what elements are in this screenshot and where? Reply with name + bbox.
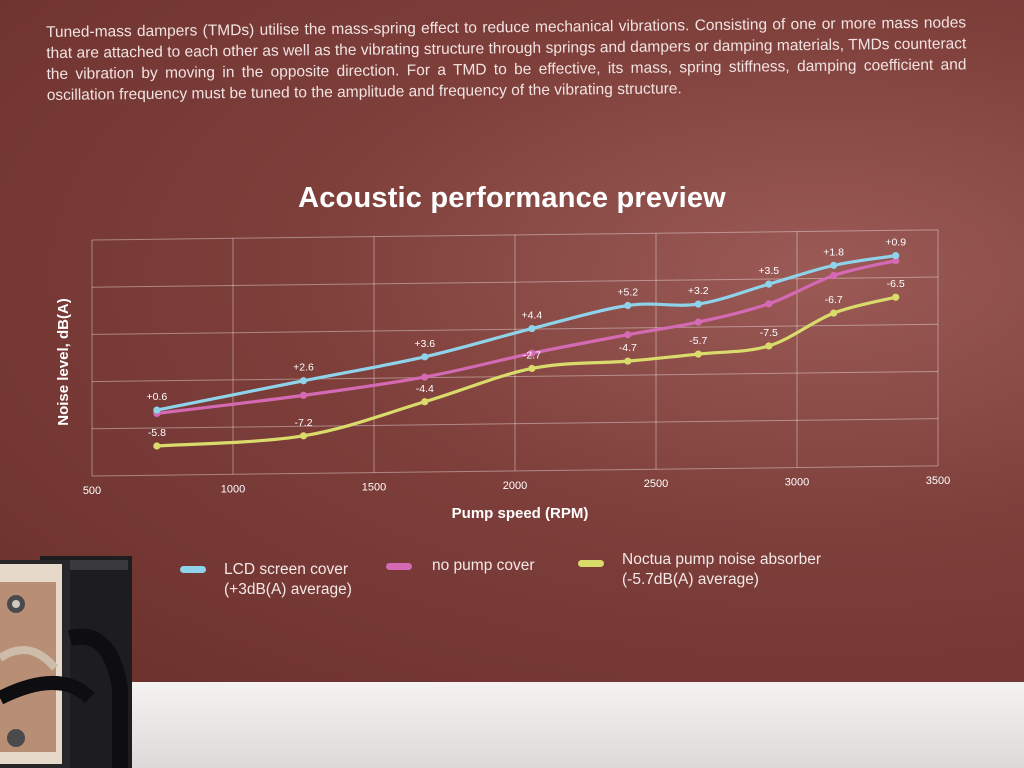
chart-x-ticks: 500 1000 1500 2000 2500 3000 3500	[83, 475, 950, 497]
x-tick-label: 1500	[362, 482, 386, 494]
data-label-absorber: -6.7	[825, 294, 843, 306]
data-point-lcd	[694, 300, 702, 308]
data-point-lcd	[153, 406, 161, 414]
data-point-no-cover	[694, 318, 702, 326]
x-axis-label: Pump speed (RPM)	[452, 505, 589, 522]
x-tick-label: 1000	[221, 483, 245, 495]
data-point-lcd	[528, 324, 536, 333]
grid-line-horizontal	[91, 229, 939, 241]
data-point-absorber	[624, 357, 632, 365]
data-point-absorber	[892, 293, 900, 301]
chart-grid	[91, 229, 939, 477]
data-label-absorber: -4.7	[619, 342, 637, 354]
data-point-no-cover	[624, 331, 632, 339]
x-tick-label: 3000	[785, 477, 809, 489]
data-point-no-cover	[892, 257, 900, 265]
legend-label-absorber: Noctua pump noise absorber	[622, 551, 822, 568]
data-label-lcd: +5.2	[617, 286, 638, 298]
data-label-absorber: -7.2	[294, 417, 312, 429]
chart-data-labels: -5.8 -7.2 -4.4 -2.7 -4.7 -5.7 -7.5 -6.7 -6.5 +0.6…	[146, 237, 906, 439]
data-point-no-cover	[299, 391, 308, 399]
y-axis-label: Noise level, dB(A)	[55, 298, 72, 426]
data-label-lcd: +2.6	[293, 362, 314, 374]
chart-title: Acoustic performance preview	[298, 182, 726, 214]
data-point-lcd	[421, 353, 429, 361]
x-tick-label: 2000	[503, 480, 527, 492]
data-point-lcd	[299, 377, 308, 385]
data-label-lcd: +3.6	[414, 338, 435, 350]
legend-swatch-lcd	[180, 566, 206, 573]
data-label-absorber: -5.7	[689, 335, 707, 347]
series-line-no-cover	[155, 259, 898, 416]
data-label-absorber: -7.5	[760, 327, 778, 339]
data-point-absorber	[421, 398, 429, 406]
data-point-absorber	[830, 309, 838, 317]
data-point-absorber	[528, 364, 536, 373]
data-label-lcd: +1.8	[823, 246, 844, 258]
pump-cooler-photo	[0, 556, 132, 768]
legend-item-absorber: Noctua pump noise absorber (-5.7dB(A) av…	[622, 550, 821, 590]
x-tick-label: 3500	[926, 475, 950, 487]
grid-line-horizontal	[91, 276, 939, 288]
data-label-lcd: +3.5	[758, 265, 779, 277]
data-point-absorber	[153, 442, 161, 450]
grid-line-horizontal	[91, 465, 939, 477]
series-line-lcd	[155, 254, 898, 412]
data-point-absorber	[299, 432, 308, 440]
legend-label-no-cover: no pump cover	[432, 557, 535, 574]
data-label-absorber: -4.4	[416, 383, 434, 395]
chart-series	[153, 252, 900, 450]
data-point-lcd	[624, 301, 632, 310]
data-point-no-cover	[421, 373, 429, 381]
grid-line-horizontal	[91, 418, 939, 430]
data-point-no-cover	[765, 300, 773, 308]
legend-item-no-cover: no pump cover	[432, 556, 535, 576]
data-point-absorber	[694, 350, 702, 358]
legend-swatch-no-cover	[386, 563, 412, 570]
data-label-absorber: -5.8	[148, 427, 166, 439]
data-point-lcd	[830, 261, 838, 269]
x-tick-label: 2500	[644, 478, 668, 490]
legend-label-lcd: LCD screen cover	[224, 561, 349, 578]
data-label-lcd: +3.2	[688, 285, 709, 297]
data-point-absorber	[765, 342, 773, 350]
data-point-lcd	[892, 252, 900, 260]
legend-item-lcd: LCD screen cover (+3dB(A) average)	[224, 560, 352, 600]
grid-line-horizontal	[91, 370, 939, 383]
legend-note-lcd: (+3dB(A) average)	[224, 581, 352, 598]
series-line-absorber	[155, 295, 898, 448]
data-point-lcd	[765, 280, 773, 288]
data-label-lcd: +0.9	[885, 237, 906, 249]
data-label-lcd: +0.6	[146, 391, 167, 403]
data-label-absorber: -2.7	[523, 349, 541, 361]
poster-panel	[0, 0, 1024, 682]
legend-swatch-absorber	[578, 560, 604, 567]
legend-note-absorber: (-5.7dB(A) average)	[622, 571, 759, 588]
x-tick-label: 500	[83, 485, 101, 497]
grid-line-horizontal	[91, 323, 939, 335]
data-point-no-cover	[830, 271, 838, 280]
data-label-lcd: +4.4	[522, 310, 543, 322]
floor-surface	[0, 682, 1024, 768]
data-point-no-cover	[528, 349, 536, 357]
data-label-absorber: -6.5	[887, 278, 905, 290]
